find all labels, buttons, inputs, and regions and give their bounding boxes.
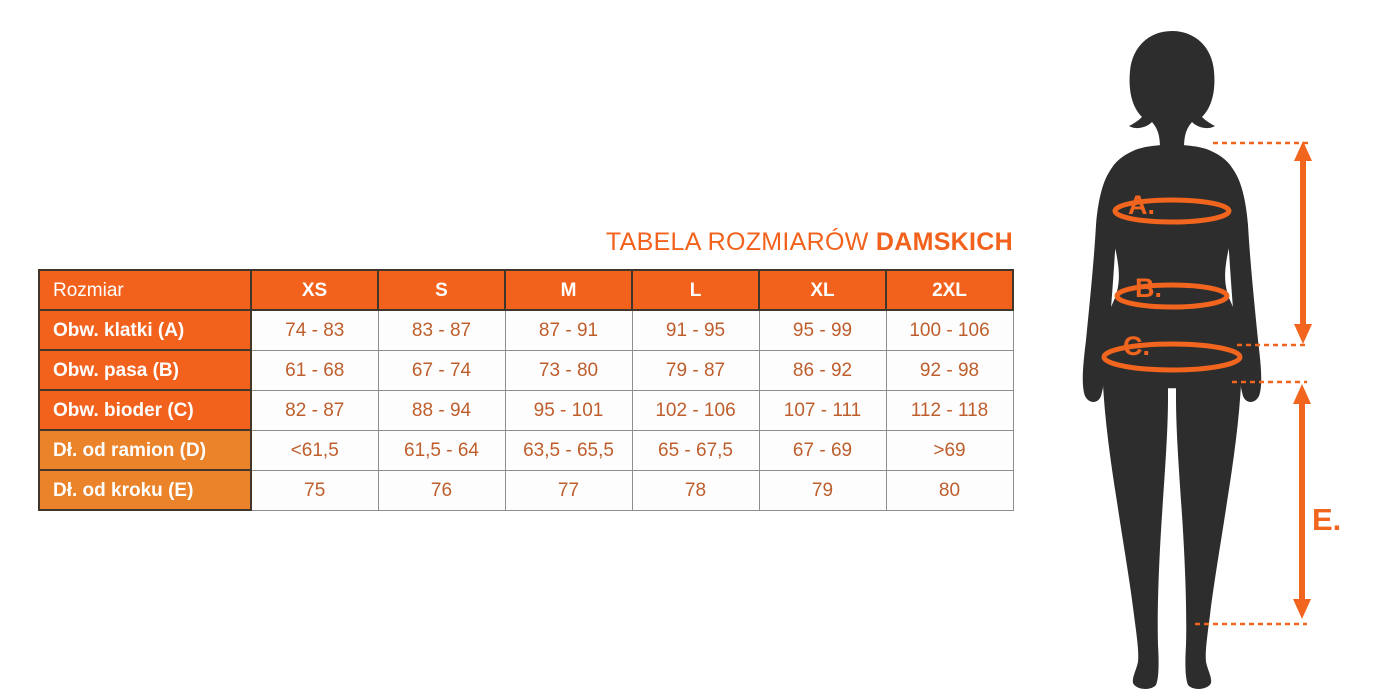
row-label-inseam: Dł. od kroku (E) (38, 469, 252, 511)
chest-ellipse (1112, 197, 1232, 225)
row-label-hips: Obw. bioder (C) (38, 389, 252, 431)
value-cell: 78 (631, 469, 760, 511)
size-table: Rozmiar XS S M L XL 2XL Obw. klatki (A) … (38, 269, 1014, 511)
inseam-arrow (1293, 384, 1311, 619)
silhouette-left-leg (1102, 348, 1168, 689)
value-cell: 83 - 87 (377, 309, 506, 351)
value-cell: >69 (885, 429, 1014, 471)
value-cell: 107 - 111 (758, 389, 887, 431)
label-b: B. (1135, 273, 1162, 303)
silhouette-right-arm (1227, 168, 1262, 402)
table-row-chest: Obw. klatki (A) 74 - 83 83 - 87 87 - 91 … (38, 309, 1014, 351)
value-cell: 87 - 91 (504, 309, 633, 351)
value-cell: 86 - 92 (758, 349, 887, 391)
value-cell: 63,5 - 65,5 (504, 429, 633, 471)
header-2xl: 2XL (885, 269, 1014, 311)
value-cell: 74 - 83 (250, 309, 379, 351)
value-cell: 67 - 74 (377, 349, 506, 391)
silhouette-head (1129, 31, 1215, 148)
value-cell: 91 - 95 (631, 309, 760, 351)
value-cell: 112 - 118 (885, 389, 1014, 431)
table-row-shoulder-length: Dł. od ramion (D) <61,5 61,5 - 64 63,5 -… (38, 429, 1014, 471)
measurement-figure: A. B. C. E. (1032, 0, 1392, 700)
page-title: TABELA ROZMIARÓW DAMSKICH (38, 228, 1013, 257)
table-header-row: Rozmiar XS S M L XL 2XL (38, 269, 1014, 311)
value-cell: 75 (250, 469, 379, 511)
value-cell: 79 (758, 469, 887, 511)
table-row-waist: Obw. pasa (B) 61 - 68 67 - 74 73 - 80 79… (38, 349, 1014, 391)
header-s: S (377, 269, 506, 311)
value-cell: 82 - 87 (250, 389, 379, 431)
row-label-shoulder-length: Dł. od ramion (D) (38, 429, 252, 471)
value-cell: 76 (377, 469, 506, 511)
female-silhouette (1082, 31, 1262, 689)
page-title-prefix: TABELA ROZMIARÓW (605, 228, 869, 256)
label-c: C. (1123, 331, 1150, 361)
value-cell: 65 - 67,5 (631, 429, 760, 471)
table-row-hips: Obw. bioder (C) 82 - 87 88 - 94 95 - 101… (38, 389, 1014, 431)
page-title-bold: DAMSKICH (875, 228, 1013, 256)
shoulder-length-arrow (1294, 141, 1312, 344)
silhouette-left-arm (1082, 168, 1117, 402)
value-cell: 95 - 101 (504, 389, 633, 431)
value-cell: 77 (504, 469, 633, 511)
header-m: M (504, 269, 633, 311)
row-label-chest: Obw. klatki (A) (38, 309, 252, 351)
value-cell: 92 - 98 (885, 349, 1014, 391)
value-cell: 61 - 68 (250, 349, 379, 391)
label-a: A. (1128, 190, 1155, 220)
value-cell: 61,5 - 64 (377, 429, 506, 471)
silhouette-right-leg (1176, 348, 1242, 689)
silhouette-torso (1097, 144, 1247, 389)
waist-ellipse (1114, 282, 1230, 310)
value-cell: <61,5 (250, 429, 379, 471)
header-rozmiar: Rozmiar (38, 269, 252, 311)
row-label-waist: Obw. pasa (B) (38, 349, 252, 391)
value-cell: 73 - 80 (504, 349, 633, 391)
header-xs: XS (250, 269, 379, 311)
header-l: L (631, 269, 760, 311)
hip-ellipse (1101, 341, 1243, 373)
table-row-inseam: Dł. od kroku (E) 75 76 77 78 79 80 (38, 469, 1014, 511)
value-cell: 95 - 99 (758, 309, 887, 351)
value-cell: 102 - 106 (631, 389, 760, 431)
value-cell: 88 - 94 (377, 389, 506, 431)
value-cell: 80 (885, 469, 1014, 511)
value-cell: 100 - 106 (885, 309, 1014, 351)
value-cell: 79 - 87 (631, 349, 760, 391)
header-xl: XL (758, 269, 887, 311)
label-e: E. (1312, 502, 1341, 537)
value-cell: 67 - 69 (758, 429, 887, 471)
measurement-figure-svg: A. B. C. E. (1082, 31, 1341, 689)
